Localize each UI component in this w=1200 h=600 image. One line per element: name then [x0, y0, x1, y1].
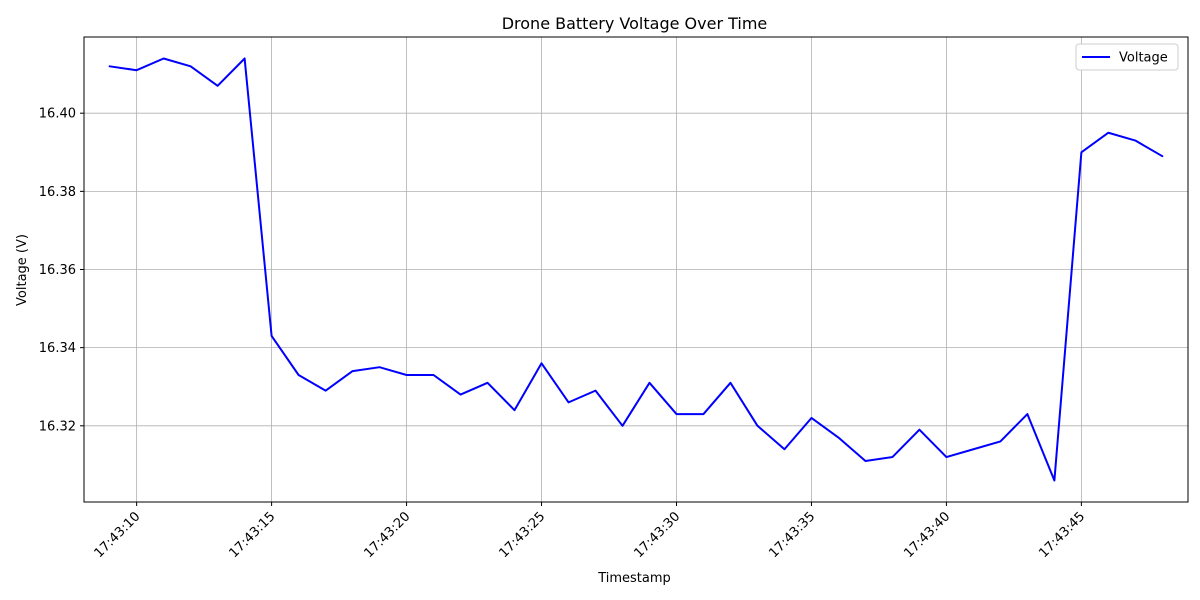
chart-title: Drone Battery Voltage Over Time	[502, 14, 768, 33]
y-tick-label: 16.32	[39, 419, 76, 434]
y-tick-label: 16.36	[39, 263, 76, 278]
legend-label: Voltage	[1119, 51, 1168, 66]
y-tick-label: 16.38	[39, 185, 76, 200]
series-line-voltage	[108, 57, 1164, 482]
y-axis-ticks: 16.32 16.34 16.36 16.38 16.40	[39, 107, 84, 434]
x-axis-title: Timestamp	[597, 571, 671, 586]
legend-box	[1075, 43, 1179, 71]
series-layer	[108, 57, 1164, 482]
y-tick-label: 16.40	[39, 107, 76, 122]
grid-lines	[84, 37, 1188, 502]
y-axis-title: Voltage (V)	[15, 234, 30, 306]
y-tick-label: 16.34	[39, 341, 76, 356]
legend: Voltage	[1075, 43, 1179, 71]
